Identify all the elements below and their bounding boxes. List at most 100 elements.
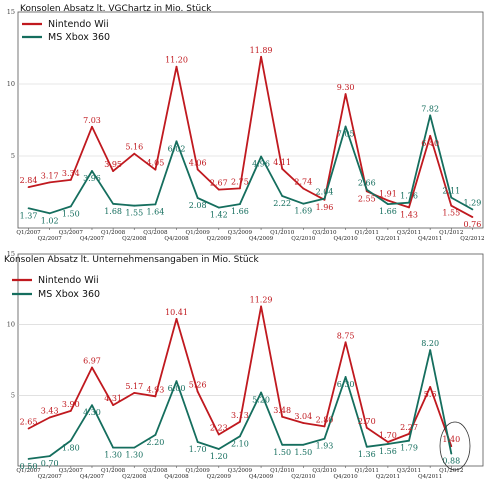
data-point-xbox — [365, 188, 368, 191]
x-tick-label: Q4/2010 — [333, 236, 358, 242]
data-label-xbox: 1.70 — [189, 445, 207, 454]
data-point-nintendo — [175, 65, 178, 68]
x-tick-label: Q2/2007 — [38, 474, 63, 480]
x-tick-label: Q1/2011 — [355, 230, 379, 236]
data-label-nintendo: 3.95 — [104, 160, 122, 169]
chart-company-data: 5 10 15 Q1/2007Q2/2007Q3/2007Q4/2007Q1/2008… — [4, 250, 484, 480]
data-point-xbox — [302, 202, 305, 205]
data-label-xbox: 1.50 — [62, 209, 80, 218]
data-point-nintendo — [217, 433, 220, 436]
data-point-nintendo — [344, 341, 347, 344]
x-tick-label: Q4/2010 — [333, 474, 358, 480]
data-label-nintendo: 4.11 — [273, 158, 291, 167]
x-tick-label: Q4/2009 — [249, 236, 274, 242]
data-point-xbox — [239, 435, 241, 438]
x-tick-label: Q1/2009 — [186, 230, 211, 236]
data-point-nintendo — [27, 186, 30, 189]
x-tick-label: Q1/2010 — [270, 230, 295, 236]
data-point-xbox — [217, 206, 220, 209]
data-point-xbox — [112, 202, 115, 205]
data-point-nintendo — [302, 422, 305, 424]
data-label-nintendo: 2.74 — [294, 178, 312, 187]
data-point-xbox — [365, 445, 368, 448]
data-label-nintendo: 3.43 — [41, 407, 59, 416]
data-point-xbox — [217, 448, 220, 450]
data-label-xbox: 1.69 — [294, 207, 312, 216]
data-label-xbox: 6.02 — [168, 144, 186, 153]
x-tick-label: Q4/2009 — [249, 474, 274, 480]
data-point-xbox — [386, 203, 389, 205]
data-label-nintendo: 3.48 — [273, 406, 291, 415]
data-point-nintendo — [450, 445, 453, 448]
legend-label-nintendo: Nintendo Wii — [38, 275, 99, 286]
data-label-xbox: 1.20 — [210, 452, 228, 461]
x-tick-label: Q3/2008 — [143, 468, 168, 474]
data-label-nintendo: 1.70 — [379, 431, 397, 440]
data-point-nintendo — [48, 181, 51, 184]
data-label-xbox: 8.20 — [421, 339, 439, 348]
data-point-nintendo — [239, 420, 241, 423]
data-point-nintendo — [175, 317, 178, 320]
data-label-xbox: 1.37 — [20, 211, 38, 220]
data-point-nintendo — [133, 152, 136, 155]
y-tick-label: 5 — [11, 391, 15, 399]
x-tick-label: Q1/2010 — [270, 468, 295, 474]
data-label-nintendo: 2.80 — [316, 415, 334, 424]
plot-frame — [17, 11, 484, 229]
data-point-xbox — [154, 203, 157, 206]
x-tick-label: Q1/2009 — [186, 468, 211, 474]
y-tick-label: 15 — [7, 250, 15, 258]
data-point-xbox — [133, 446, 136, 449]
data-label-xbox: 1.30 — [125, 451, 143, 460]
data-point-xbox — [281, 443, 284, 446]
data-point-xbox — [323, 197, 326, 200]
data-point-nintendo — [69, 409, 72, 412]
data-point-nintendo — [196, 168, 199, 171]
data-point-xbox — [323, 437, 326, 440]
data-label-nintendo: 1.91 — [379, 190, 397, 199]
data-label-xbox: 2.66 — [358, 179, 376, 188]
data-label-xbox: 7.05 — [337, 130, 355, 139]
data-label-nintendo: 5.26 — [189, 381, 207, 390]
data-point-xbox — [69, 439, 72, 442]
data-label-nintendo: 2.75 — [231, 177, 249, 186]
data-point-nintendo — [429, 385, 432, 388]
data-label-xbox: 0.70 — [41, 459, 59, 468]
data-label-nintendo: 2.55 — [358, 194, 376, 203]
data-label-nintendo: 6.40 — [421, 139, 439, 148]
data-label-nintendo: 3.17 — [41, 171, 59, 180]
data-point-xbox — [91, 170, 93, 172]
x-tick-label: Q3/2008 — [143, 230, 168, 236]
data-label-nintendo: 0.76 — [464, 220, 482, 229]
x-tick-label: Q3/2007 — [59, 230, 84, 236]
data-point-xbox — [27, 207, 30, 210]
data-label-xbox: 2.04 — [316, 188, 334, 197]
legend-label-xbox: MS Xbox 360 — [48, 32, 110, 43]
x-tick-label: Q4/2008 — [164, 474, 189, 480]
x-tick-label: Q1/2012 — [439, 230, 464, 236]
data-label-xbox: 2.11 — [442, 187, 460, 196]
data-label-xbox: 2.22 — [273, 199, 291, 208]
data-label-xbox: 2.08 — [189, 201, 207, 210]
x-tick-label: Q2/2010 — [291, 236, 316, 242]
data-point-xbox — [154, 434, 157, 436]
data-label-xbox: 1.64 — [146, 207, 164, 216]
data-point-xbox — [408, 439, 410, 442]
data-point-nintendo — [429, 134, 432, 137]
data-label-xbox: 1.02 — [41, 216, 59, 225]
data-label-nintendo: 6.97 — [83, 357, 101, 366]
annotation-circle — [439, 421, 471, 471]
x-tick-label: Q2/2007 — [38, 236, 63, 242]
data-label-nintendo: 2.84 — [20, 176, 38, 185]
data-point-xbox — [344, 376, 347, 378]
data-point-xbox — [91, 404, 93, 407]
data-point-nintendo — [281, 167, 284, 170]
data-point-nintendo — [323, 425, 326, 428]
x-tick-label: Q1/2012 — [439, 468, 464, 474]
data-label-xbox: 1.30 — [104, 451, 122, 460]
data-point-nintendo — [260, 55, 262, 58]
data-point-nintendo — [239, 187, 241, 190]
data-label-nintendo: 7.03 — [83, 116, 101, 125]
